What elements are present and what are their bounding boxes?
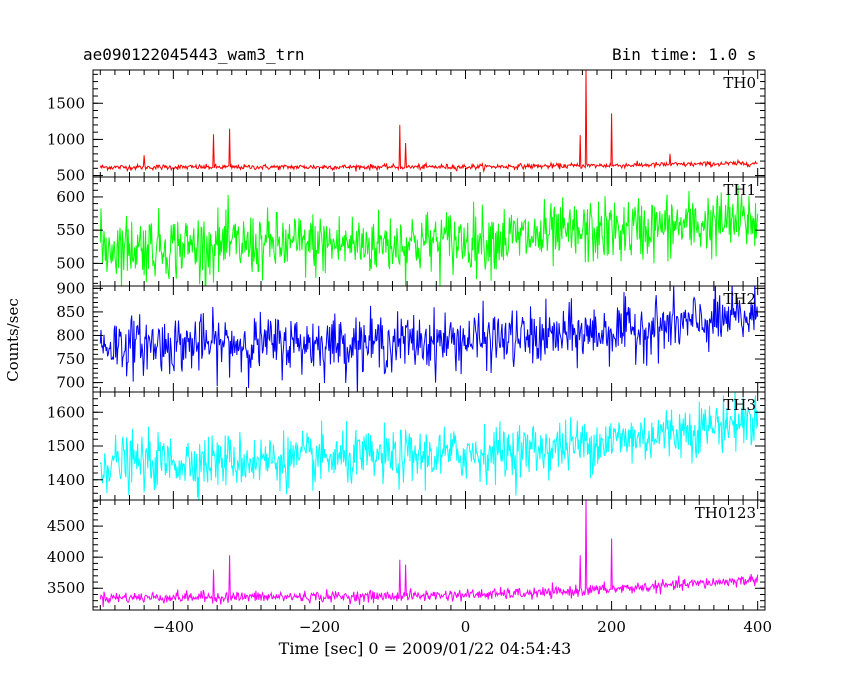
y-tick-label: 900 [56, 279, 85, 297]
panel-th3: 1400 1500 1600 TH3 [47, 391, 766, 501]
panel-label-th3: TH3 [723, 396, 756, 414]
x-axis-label: Time [sec] 0 = 2009/01/22 04:54:43 [279, 639, 572, 658]
y-tick-label: 500 [56, 167, 85, 185]
y-tick-label: 3500 [47, 579, 85, 597]
y-tick-label: 750 [56, 350, 85, 368]
panels-group: 500 1000 1500 TH0 500 550 600 TH1 700 750 800 850 90… [47, 69, 772, 636]
panel-label-th2: TH2 [723, 290, 756, 308]
x-tick-label: 200 [597, 618, 626, 636]
y-tick-label: 4000 [47, 548, 85, 566]
panel-frame-th0 [92, 69, 766, 178]
panel-label-th0123: TH0123 [695, 504, 756, 522]
series-line-th2 [99, 286, 759, 392]
y-tick-label: 800 [56, 326, 85, 344]
y-tick-label: 1400 [47, 471, 85, 489]
panel-th1: 500 550 600 TH1 [56, 176, 766, 287]
y-tick-label: 850 [56, 303, 85, 321]
y-tick-label: 4500 [47, 517, 85, 535]
y-tick-label: 1000 [47, 130, 85, 148]
y-tick-label: 1500 [47, 437, 85, 455]
series-line-th0123 [99, 500, 759, 608]
x-tick-label: −400 [153, 618, 194, 636]
series-line-th0 [99, 70, 758, 174]
y-tick-label: 600 [56, 188, 85, 206]
panel-th2: 700 750 800 850 900 TH2 [56, 279, 766, 393]
bin-time-label: Bin time: 1.0 s [612, 45, 757, 64]
y-tick-label: 1500 [47, 94, 85, 112]
y-tick-label: 500 [56, 254, 85, 272]
y-axis-label: Counts/sec [4, 298, 22, 382]
y-tick-label: 1600 [47, 403, 85, 421]
panel-th0: 500 1000 1500 TH0 [47, 69, 766, 185]
y-tick-label: 700 [56, 374, 85, 392]
panel-label-th0: TH0 [723, 74, 756, 92]
series-line-th3 [99, 392, 759, 500]
panel-frame-th0123 [92, 499, 766, 611]
x-tick-label: 0 [461, 618, 471, 636]
series-line-th1 [99, 185, 759, 286]
chart-title: ae090122045443_wam3_trn [83, 45, 305, 64]
y-tick-label: 550 [56, 221, 85, 239]
x-tick-label: −200 [299, 618, 340, 636]
panel-label-th1: TH1 [723, 181, 756, 199]
x-tick-label: 400 [743, 618, 772, 636]
panel-th0123: 3500 4000 4500 TH0123 [47, 499, 766, 611]
